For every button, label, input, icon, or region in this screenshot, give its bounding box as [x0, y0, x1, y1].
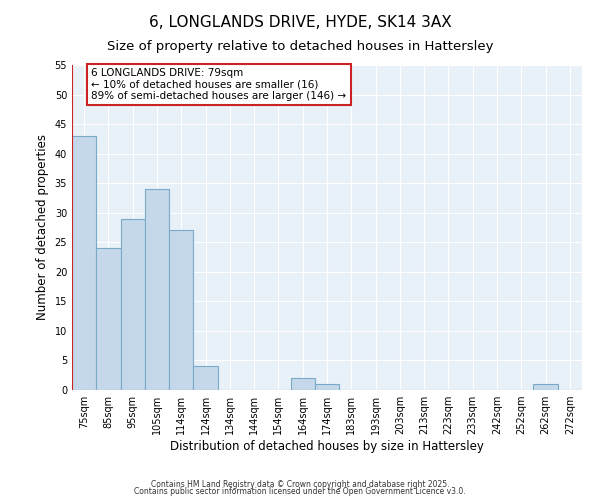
Text: Size of property relative to detached houses in Hattersley: Size of property relative to detached ho… — [107, 40, 493, 53]
Bar — [315, 384, 339, 390]
Bar — [96, 248, 121, 390]
Bar — [169, 230, 193, 390]
Text: 6, LONGLANDS DRIVE, HYDE, SK14 3AX: 6, LONGLANDS DRIVE, HYDE, SK14 3AX — [149, 15, 451, 30]
Bar — [533, 384, 558, 390]
Bar — [121, 218, 145, 390]
Text: 6 LONGLANDS DRIVE: 79sqm
← 10% of detached houses are smaller (16)
89% of semi-d: 6 LONGLANDS DRIVE: 79sqm ← 10% of detach… — [91, 68, 347, 101]
X-axis label: Distribution of detached houses by size in Hattersley: Distribution of detached houses by size … — [170, 440, 484, 453]
Bar — [290, 378, 315, 390]
Y-axis label: Number of detached properties: Number of detached properties — [36, 134, 49, 320]
Bar — [193, 366, 218, 390]
Text: Contains public sector information licensed under the Open Government Licence v3: Contains public sector information licen… — [134, 488, 466, 496]
Bar — [72, 136, 96, 390]
Bar — [145, 189, 169, 390]
Text: Contains HM Land Registry data © Crown copyright and database right 2025.: Contains HM Land Registry data © Crown c… — [151, 480, 449, 489]
